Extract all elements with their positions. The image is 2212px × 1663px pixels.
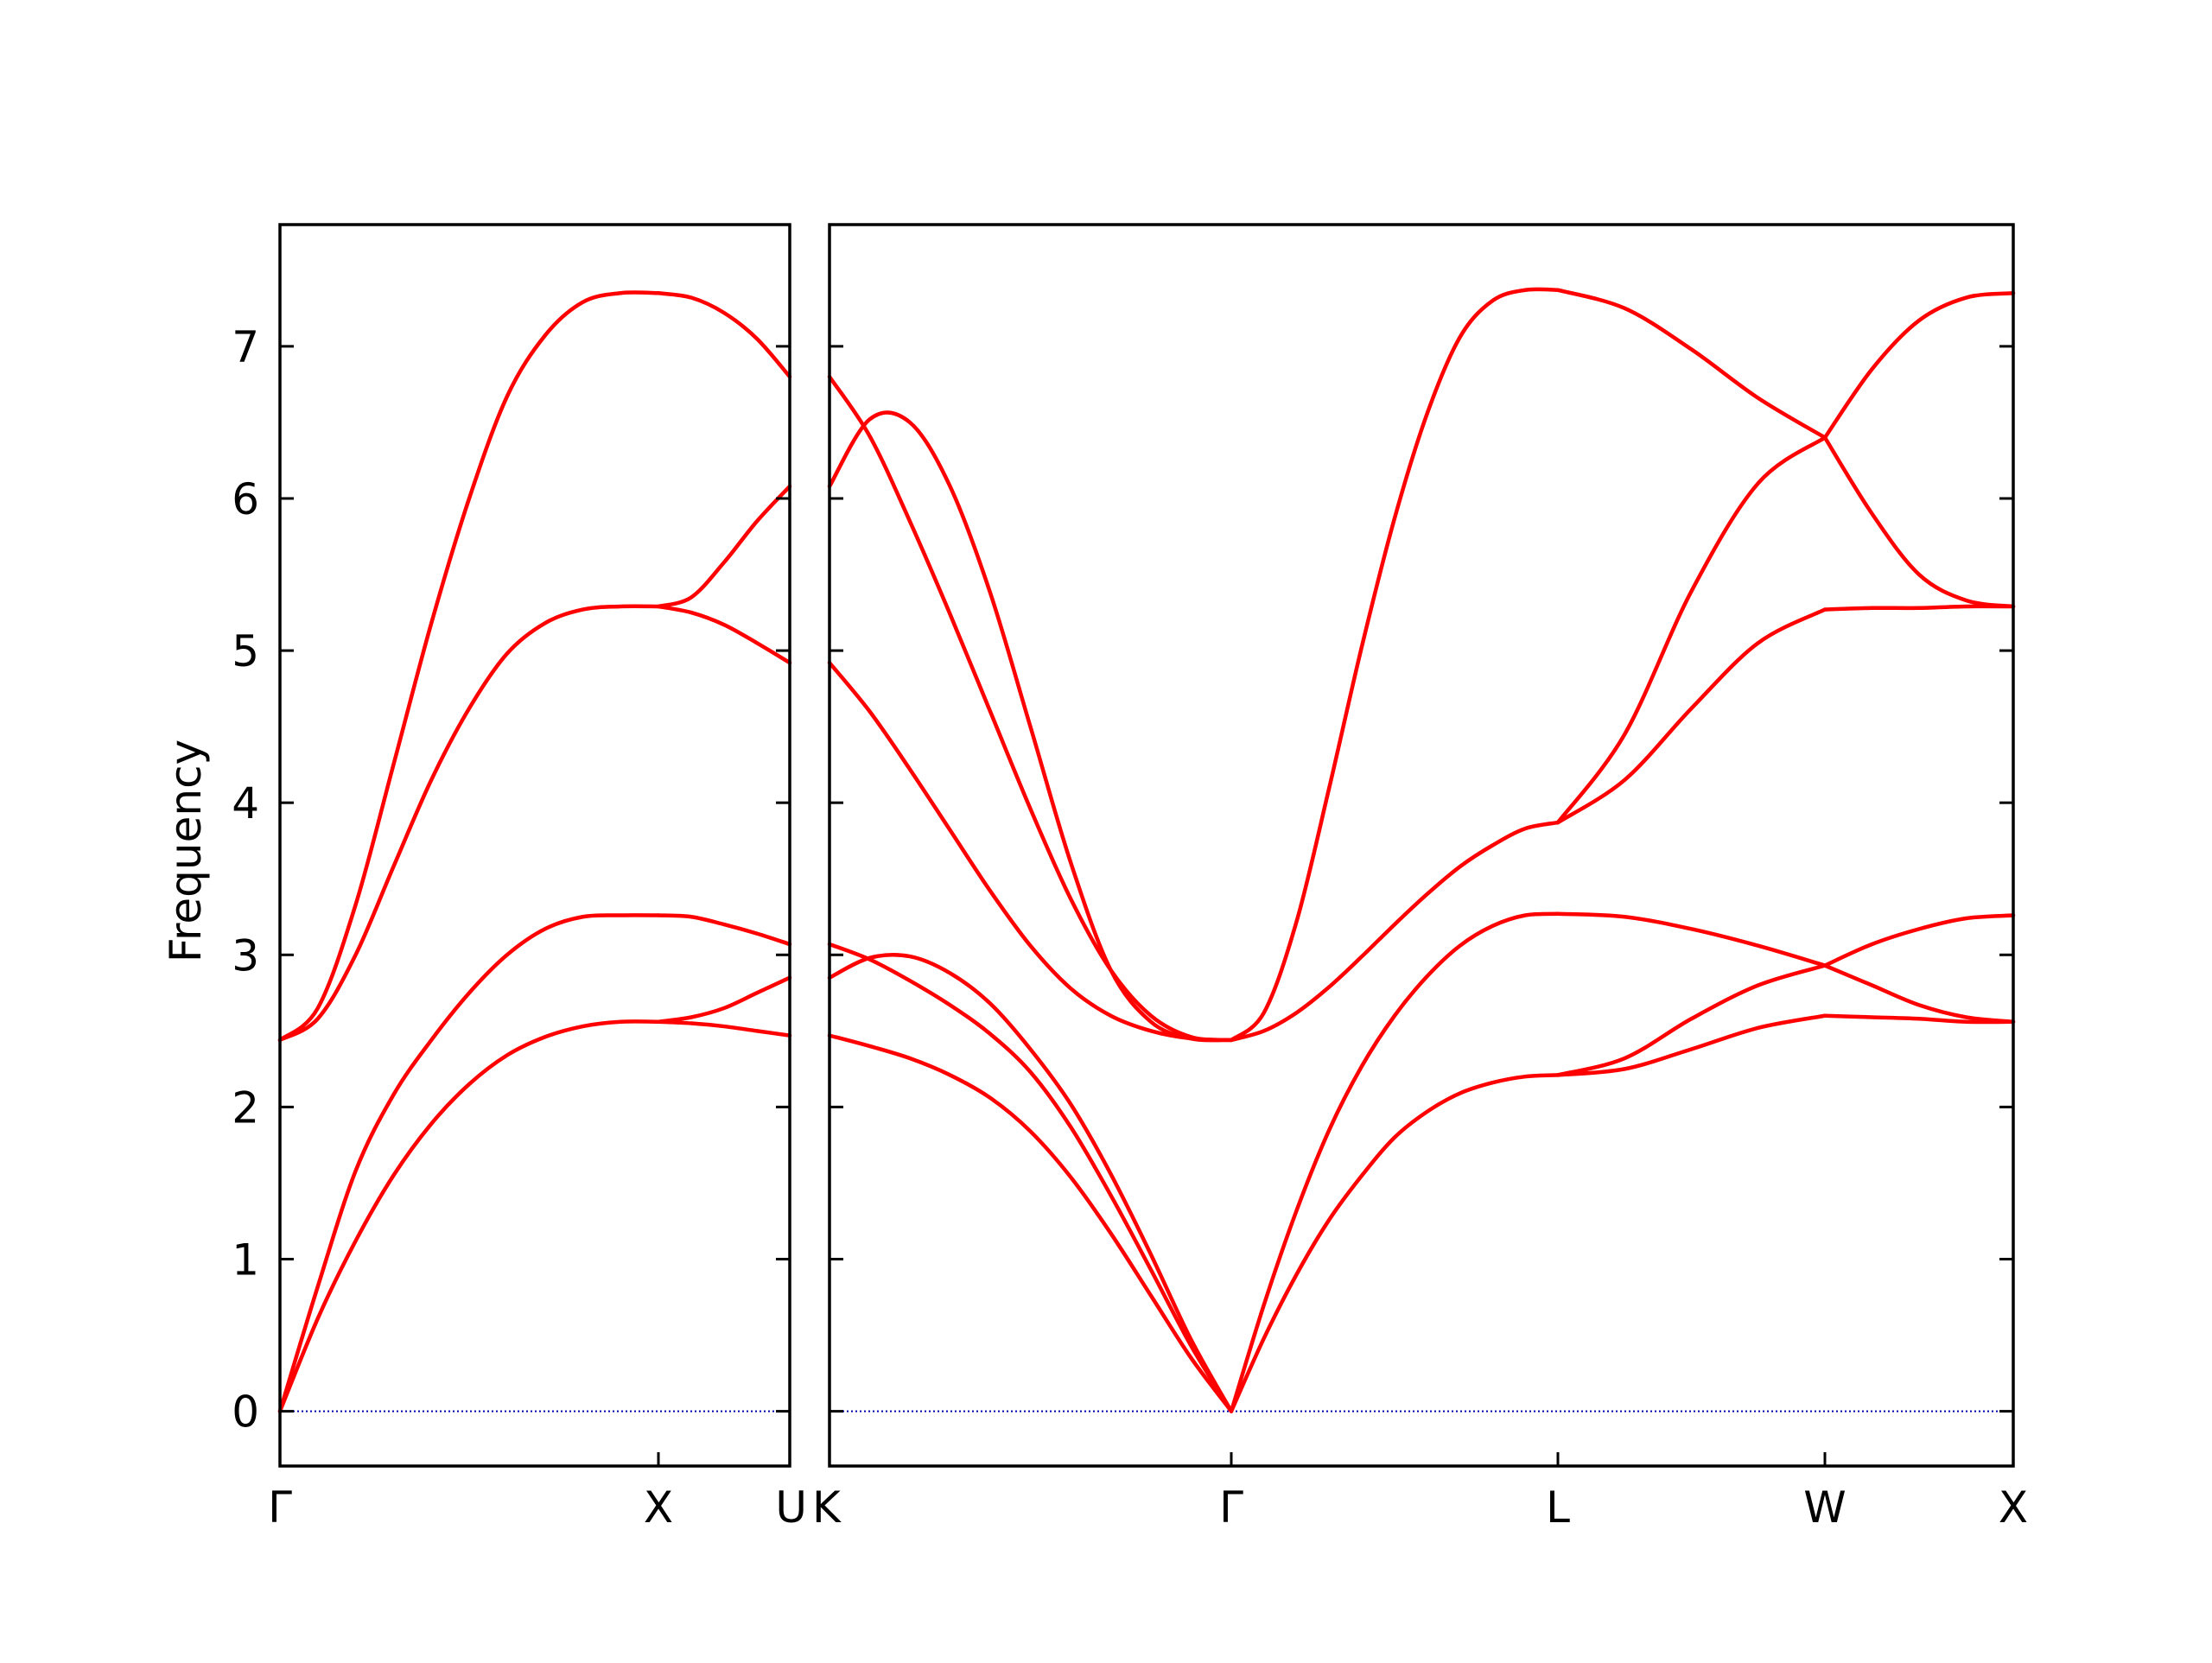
band-right-K-Γ-3	[827, 952, 1234, 1413]
band-left-Γ-X-4	[277, 290, 661, 1043]
x-tick-label-right-4: X	[1999, 1482, 2028, 1533]
band-right-K-Γ-6	[827, 410, 1234, 1043]
y-tick-label-6: 6	[232, 474, 259, 524]
band-right-L-W-6	[1555, 288, 1827, 440]
band-left-X-U-3	[656, 913, 792, 947]
x-tick-label-left-0: Γ	[268, 1482, 292, 1533]
band-right-L-W-3	[1555, 911, 1827, 968]
band-right-Γ-L-4	[1229, 287, 1560, 1043]
tick-labels: Γ X U K Γ L W X 0 1 2 3 4 5 6 7	[232, 322, 2028, 1533]
band-right-L-W-4	[1555, 607, 1827, 825]
band-left-X-U-1	[656, 1019, 792, 1038]
x-tick-label-left-1: X	[644, 1482, 673, 1533]
y-tick-label-4: 4	[232, 778, 259, 828]
band-right-L-W-1	[1555, 1013, 1827, 1077]
band-left-X-U-6	[656, 291, 792, 379]
band-right-Γ-L-2	[1229, 911, 1560, 1413]
y-tick-label-7: 7	[232, 322, 259, 372]
y-tick-label-2: 2	[232, 1082, 259, 1133]
x-tick-label-right-0: K	[812, 1482, 842, 1533]
axes-frame-right	[828, 223, 2015, 1468]
band-right-Γ-L-3	[1229, 820, 1560, 1043]
band-left-X-U-2	[656, 975, 792, 1025]
axes	[278, 223, 2015, 1468]
band-left-Γ-X-3	[277, 604, 661, 1043]
axes-frame-left	[278, 223, 791, 1468]
y-tick-label-1: 1	[232, 1235, 259, 1285]
band-right-L-W-2	[1555, 963, 1827, 1077]
y-tick-label-5: 5	[232, 626, 259, 676]
x-tick-label-right-1: Γ	[1219, 1482, 1243, 1533]
x-tick-label-right-3: W	[1803, 1482, 1846, 1533]
band-left-Γ-X-2	[277, 913, 661, 1413]
band-right-W-X-4	[1822, 604, 2016, 612]
band-left-X-U-5	[656, 484, 792, 609]
x-tick-label-right-2: L	[1546, 1482, 1570, 1533]
y-tick-label-0: 0	[232, 1387, 259, 1438]
band-right-L-W-5	[1555, 435, 1827, 825]
band-right-K-Γ-1	[827, 1033, 1234, 1413]
band-right-Γ-L-1	[1229, 1073, 1560, 1413]
band-left-Γ-X-1	[277, 1019, 661, 1413]
band-right-K-Γ-5	[827, 374, 1234, 1043]
band-curves	[277, 287, 2016, 1413]
y-axis-label: Frequency	[161, 739, 211, 962]
band-right-W-X-5	[1822, 435, 2016, 609]
band-right-W-X-6	[1822, 291, 2016, 440]
band-right-W-X-1	[1822, 1013, 2016, 1025]
x-tick-label-left-2: U	[775, 1482, 807, 1533]
band-right-K-Γ-4	[827, 660, 1234, 1043]
band-right-W-X-3	[1822, 913, 2016, 968]
y-tick-label-3: 3	[232, 930, 259, 981]
band-left-X-U-4	[656, 604, 792, 665]
band-right-W-X-2	[1822, 963, 2016, 1025]
band-right-K-Γ-2	[827, 942, 1234, 1413]
